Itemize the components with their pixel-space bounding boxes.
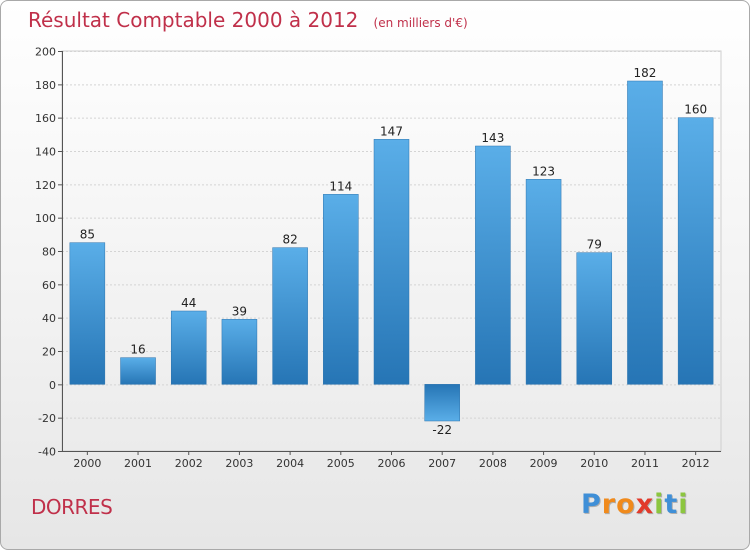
x-tick-label: 2006 <box>378 457 406 470</box>
bar-value-label: 39 <box>232 304 247 318</box>
bar-layer <box>69 80 714 422</box>
bar-2008 <box>475 145 511 385</box>
y-tick-label: 100 <box>35 212 56 225</box>
bar-2011 <box>627 80 663 385</box>
chart-title: Résultat Comptable 2000 à 2012 <box>28 8 359 32</box>
y-tick-label: 0 <box>49 379 56 392</box>
bar-value-label: 147 <box>380 124 403 138</box>
y-tick-label: 180 <box>35 79 56 92</box>
bar-value-label: -22 <box>432 423 452 437</box>
x-tick-label: 2007 <box>428 457 456 470</box>
bar-2004 <box>272 247 308 385</box>
y-tick-label: 120 <box>35 179 56 192</box>
bar-2001 <box>120 357 156 385</box>
label-layer: 85 16 44 39 82 114 147 -22 143 123 79 182 160 <box>80 66 707 437</box>
bar-value-label: 85 <box>80 228 95 242</box>
bar-value-label: 143 <box>481 131 504 145</box>
y-tick-label: -20 <box>38 412 56 425</box>
x-tick-label: 2003 <box>225 457 253 470</box>
bar-2012 <box>677 117 714 385</box>
bar-2007 <box>424 384 460 422</box>
y-tick-label: 160 <box>35 112 56 125</box>
bar-2009 <box>525 179 562 385</box>
bar-2003 <box>221 319 258 385</box>
x-tick-label: 2004 <box>276 457 304 470</box>
y-tick-label: -40 <box>38 446 56 459</box>
x-tick-label: 2000 <box>73 457 101 470</box>
y-tick-label: 80 <box>42 246 56 259</box>
bar-value-label: 123 <box>532 164 555 178</box>
bar-value-label: 16 <box>130 343 145 357</box>
y-tick-label: 60 <box>42 279 56 292</box>
chart-title-block: Résultat Comptable 2000 à 2012 (en milli… <box>28 8 468 32</box>
y-tick-label: 40 <box>42 312 56 325</box>
y-tick-label: 140 <box>35 146 56 159</box>
x-tick-label: 2008 <box>479 457 507 470</box>
bar-2005 <box>323 194 359 385</box>
x-tick-label: 2009 <box>530 457 558 470</box>
bar-value-label: 44 <box>181 296 196 310</box>
bar-2000 <box>69 242 106 385</box>
bar-value-label: 114 <box>329 179 352 193</box>
bar-value-label: 79 <box>587 238 602 252</box>
x-tick-label: 2005 <box>327 457 355 470</box>
y-tick-label: 20 <box>42 346 56 359</box>
bar-2006 <box>373 139 410 385</box>
y-tick-label: 200 <box>35 46 56 59</box>
bar-2002 <box>170 310 207 385</box>
x-tick-label: 2012 <box>682 457 710 470</box>
bar-value-label: 160 <box>684 103 707 117</box>
x-tick-label: 2011 <box>631 457 659 470</box>
bar-value-label: 182 <box>634 66 657 80</box>
proxiti-logo[interactable]: Proxiti <box>581 489 689 520</box>
x-tick-label: 2001 <box>124 457 152 470</box>
chart-subtitle: (en milliers d'€) <box>373 16 468 30</box>
x-tick-label: 2002 <box>175 457 203 470</box>
bar-2010 <box>576 252 613 385</box>
x-tick-label: 2010 <box>580 457 608 470</box>
city-name: DORRES <box>31 495 113 519</box>
bar-value-label: 82 <box>282 233 297 247</box>
